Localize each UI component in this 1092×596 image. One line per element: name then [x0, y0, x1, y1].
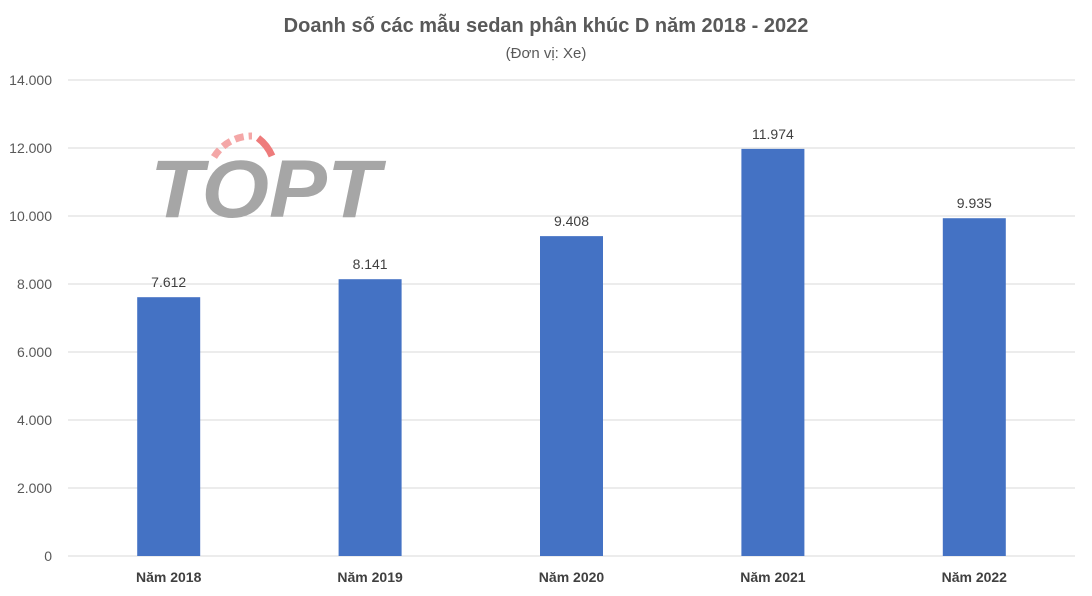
- watermark-gauge-icon: [211, 132, 276, 159]
- bar: [540, 236, 603, 557]
- y-tick-label: 2.000: [17, 480, 52, 496]
- x-tick-label: Năm 2018: [136, 569, 202, 585]
- chart-subtitle: (Đơn vị: Xe): [506, 45, 587, 62]
- x-tick-label: Năm 2020: [539, 569, 605, 585]
- chart-title: Doanh số các mẫu sedan phân khúc D năm 2…: [284, 13, 809, 37]
- y-tick-label: 6.000: [17, 344, 52, 360]
- x-tick-label: Năm 2021: [740, 569, 806, 585]
- data-labels: 7.612 8.141 9.408 11.974 9.935: [151, 126, 992, 290]
- watermark-logo: TOPT: [150, 132, 386, 235]
- bars: [137, 148, 1006, 557]
- y-tick-label: 8.000: [17, 276, 52, 292]
- y-tick-label: 10.000: [9, 208, 52, 224]
- y-axis-ticks: 0 2.000 4.000 6.000 8.000 10.000 12.000 14.000: [9, 72, 52, 564]
- bar: [338, 279, 402, 556]
- y-tick-label: 0: [44, 548, 52, 564]
- bar: [942, 218, 1006, 556]
- data-label: 9.935: [957, 195, 992, 211]
- data-label: 11.974: [752, 126, 794, 142]
- watermark-text: TOPT: [150, 144, 386, 235]
- bar: [137, 297, 201, 556]
- x-tick-label: Năm 2022: [942, 569, 1008, 585]
- y-tick-label: 4.000: [17, 412, 52, 428]
- x-tick-label: Năm 2019: [337, 569, 403, 585]
- y-tick-label: 14.000: [9, 72, 52, 88]
- y-tick-label: 12.000: [9, 140, 52, 156]
- data-label: 7.612: [151, 274, 186, 290]
- x-axis-ticks: Năm 2018 Năm 2019 Năm 2020 Năm 2021 Năm 2022: [136, 569, 1007, 585]
- bar: [741, 148, 805, 556]
- data-label: 8.141: [353, 256, 388, 272]
- data-label: 9.408: [554, 213, 589, 229]
